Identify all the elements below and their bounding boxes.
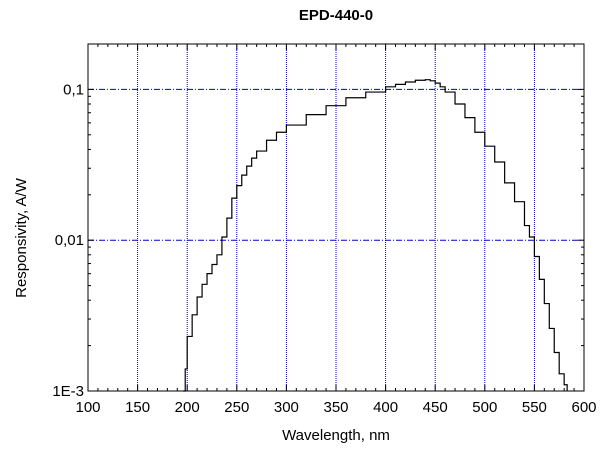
y-tick-label: 0,01	[55, 232, 84, 249]
x-tick-label: 400	[373, 399, 398, 416]
y-tick-label: 0,1	[63, 81, 84, 98]
x-tick-label: 350	[323, 399, 348, 416]
x-tick-label: 600	[571, 399, 596, 416]
tick-marks	[87, 43, 585, 392]
y-axis-label: Responsivity, A/W	[13, 177, 30, 298]
x-tick-label: 450	[423, 399, 448, 416]
x-tick-label: 250	[224, 399, 249, 416]
grid	[88, 44, 584, 391]
y-tick-labels: 1E-3 0,01 0,1	[52, 81, 84, 400]
x-tick-label: 100	[75, 399, 100, 416]
x-tick-label: 150	[125, 399, 150, 416]
x-tick-labels: 100 150 200 250 300 350 400 450 500 550 600	[75, 399, 596, 416]
series-line	[183, 79, 568, 392]
x-tick-label: 200	[175, 399, 200, 416]
y-tick-label: 1E-3	[52, 383, 84, 400]
x-tick-label: 500	[472, 399, 497, 416]
x-tick-label: 550	[522, 399, 547, 416]
chart-title: EPD-440-0	[299, 7, 373, 24]
x-axis-label: Wavelength, nm	[282, 427, 390, 444]
x-tick-label: 300	[274, 399, 299, 416]
series-group	[183, 79, 568, 392]
